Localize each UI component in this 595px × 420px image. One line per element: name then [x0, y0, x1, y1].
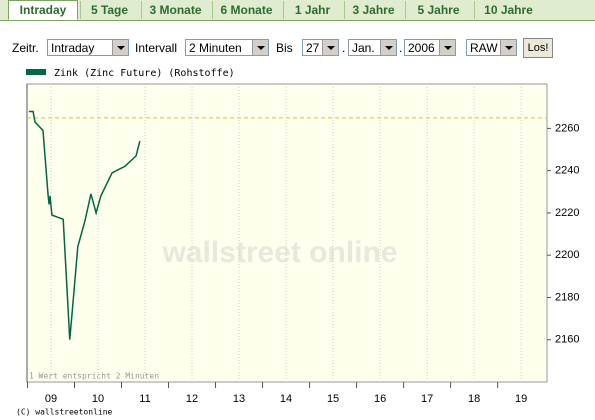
legend-swatch [26, 69, 46, 75]
y-tick-label: 2180 [555, 291, 579, 303]
tab-bar: Intraday 5 Tage 3 Monate 6 Monate 1 Jahr… [0, 0, 595, 21]
select[interactable]: Intraday [47, 39, 129, 56]
y-tick-label: 2160 [555, 334, 579, 346]
label: Bis [276, 41, 293, 55]
x-tick-label: 12 [186, 393, 198, 405]
x-tick-label: 13 [233, 393, 245, 405]
select[interactable]: RAW [466, 39, 517, 56]
x-tick-label: 14 [280, 393, 292, 405]
legend-label: Zink (Zinc Future) (Rohstoffe) [54, 68, 235, 79]
select[interactable]: 27 [302, 39, 339, 56]
x-tick-label: 16 [374, 393, 386, 405]
line [28, 110, 141, 340]
select[interactable]: 2 Minuten [185, 39, 269, 56]
select[interactable]: Jan. [348, 39, 397, 56]
x-tick-label: 11 [139, 393, 150, 405]
y-tick-label: 2220 [555, 207, 579, 219]
select-value: 27 [306, 41, 320, 55]
x-tick-label: 19 [515, 393, 527, 405]
select-value: 2 Minuten [189, 41, 242, 55]
watermark: wallstreet online [161, 236, 397, 269]
tab[interactable]: 3 Monate [141, 1, 209, 19]
tab[interactable]: 10 Jahre [474, 1, 542, 19]
label: Intervall [135, 41, 178, 55]
select-value: Jan. [352, 41, 375, 55]
tab[interactable]: 6 Monate [212, 1, 280, 19]
select-value: Intraday [51, 41, 95, 55]
y-tick-label: 2260 [555, 122, 579, 134]
y-tick-label: 2240 [555, 165, 579, 177]
x-tick-label: 17 [421, 393, 433, 405]
x-tick-label: 18 [468, 393, 480, 405]
copyright: (C) wallstreetonline [16, 408, 113, 417]
separator: . [342, 41, 346, 55]
select-value: RAW [470, 41, 498, 55]
tab[interactable]: 1 Jahr [283, 1, 341, 19]
separator: . [399, 41, 403, 55]
note: 1 Wert entspricht 2 Minuten [29, 372, 159, 381]
tab[interactable]: 3 Jahre [344, 1, 402, 19]
y-tick-label: 2200 [555, 249, 579, 261]
tab[interactable]: 5 Jahre [405, 1, 471, 19]
label: Zeitr. [12, 41, 39, 55]
plot-area [26, 83, 548, 383]
submit-button[interactable]: Los! [523, 38, 553, 58]
x-tick-label: 15 [327, 393, 339, 405]
x-tick-label: 09 [45, 393, 57, 405]
x-tick-label: 10 [92, 393, 104, 405]
select-value: 2006 [408, 41, 435, 55]
tab[interactable]: Intraday [8, 0, 78, 20]
tab[interactable]: 5 Tage [80, 1, 138, 19]
select[interactable]: 2006 [404, 39, 456, 56]
